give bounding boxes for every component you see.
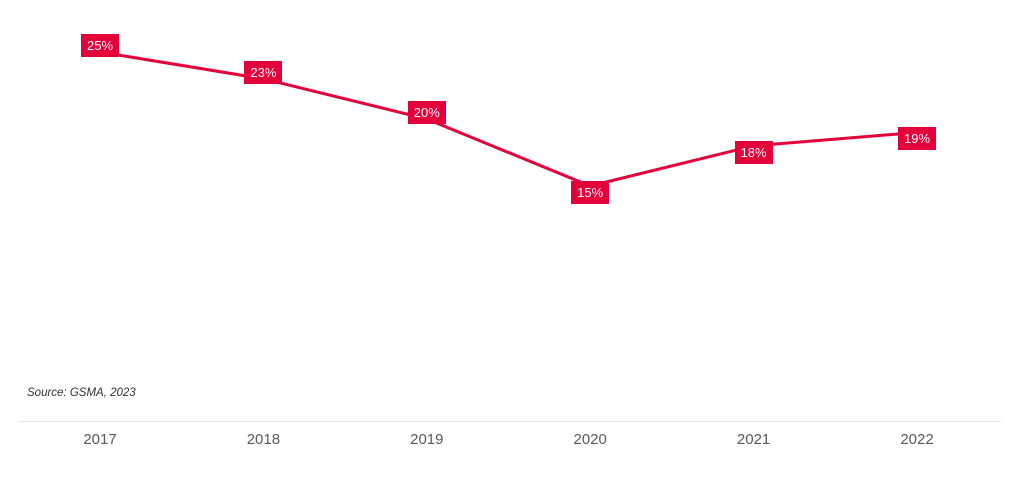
x-axis-line <box>18 421 1001 422</box>
data-label-2018: 23% <box>244 60 283 84</box>
data-label-2017: 25% <box>80 34 120 57</box>
data-label-2021: 18% <box>734 140 773 164</box>
x-axis-label-2019: 2019 <box>410 431 444 448</box>
trend-line <box>98 50 919 188</box>
x-axis-label-2018: 2018 <box>246 431 281 448</box>
data-label-2019: 20% <box>407 101 446 124</box>
x-axis-label-2017: 2017 <box>83 431 117 448</box>
x-axis-label-2021: 2021 <box>736 431 771 448</box>
data-label-2020: 15% <box>571 181 610 204</box>
x-axis-label-2020: 2020 <box>573 431 607 448</box>
data-label-2022: 19% <box>897 127 937 151</box>
source-note: Source: GSMA, 2023 <box>27 387 136 399</box>
x-axis-label-2022: 2022 <box>900 431 934 448</box>
